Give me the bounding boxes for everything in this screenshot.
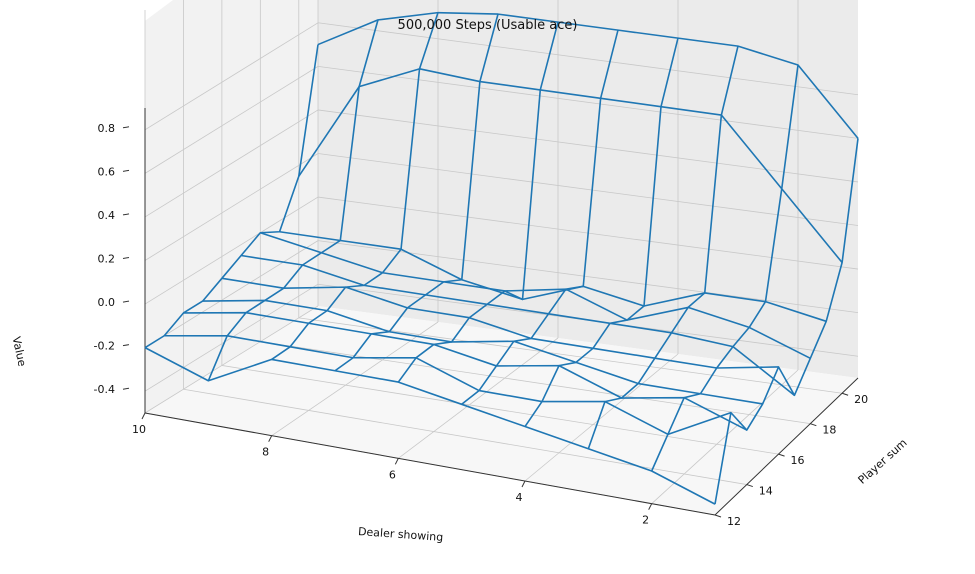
z-tick-mark [122,344,130,347]
y-tick-mark [841,392,849,396]
y-tick-mark [714,514,722,518]
wire-row [164,334,732,436]
grid-line [651,369,799,504]
grid-line [524,353,679,482]
grid-line [221,365,779,455]
x-tick-mark [268,435,273,442]
grid-line [260,341,811,425]
wire-column [524,37,679,427]
z-tick-label: 0.0 [98,296,116,309]
y-tick-label: 12 [727,515,741,528]
x-tick-label: 4 [516,491,523,504]
x-axis-line [144,412,716,516]
y-tick-mark [746,484,753,488]
y-tick-label: 18 [822,424,836,437]
x-tick-mark [648,503,653,510]
z-tick-label: -0.2 [94,340,115,353]
z-tick-mark [122,300,130,303]
grid-line [144,153,319,261]
grid-line [144,109,319,218]
y-tick-mark [810,423,817,427]
y-axis-line [714,377,859,516]
x-tick-label: 6 [389,468,396,481]
wire-row [317,11,859,139]
grid-line [144,305,319,414]
grid-line [144,22,319,131]
wire-column [650,64,799,472]
grid-line [317,22,859,96]
wire-column [334,13,499,372]
x-tick-label: 10 [132,423,146,436]
grid-line [144,66,319,174]
x-tick-mark [141,412,146,420]
axis-lines [144,108,859,516]
wire-column [144,44,319,349]
grid-line [144,283,319,392]
z-tick-mark [122,257,130,259]
tick-labels: 2 4 6 8 10 12 14 16 18 20 -0.4 -0.2 0.0 0.2 0.4 0.6 0.8 [94,122,869,528]
wire-column [714,138,859,505]
z-tick-label: -0.4 [94,383,115,396]
grid-line [144,196,319,305]
y-tick-mark [778,453,785,457]
wire-column [461,29,619,405]
grid-line [317,65,859,139]
z-tick-label: 0.4 [98,209,116,222]
wire-row [144,346,716,505]
x-tick-label: 8 [262,446,269,459]
z-tick-label: 0.6 [98,165,116,178]
wire-column [271,12,439,361]
wire-row [298,68,843,264]
wire-row [260,231,811,360]
grid-line [317,153,859,226]
x-tick-mark [394,458,399,465]
wire-row [240,254,795,396]
wire-column [587,45,739,450]
wire-row [221,277,779,369]
pane-floor [145,306,858,515]
chart-title: 500,000 Steps (Usable ace) [397,18,578,33]
z-tick-label: 0.2 [98,253,116,266]
z-tick-mark [122,213,130,216]
z-tick-label: 0.8 [98,122,116,135]
wire-row [279,230,827,323]
z-tick-mark [122,387,130,390]
wireframe-surface [144,11,859,505]
y-tick-label: 16 [791,454,805,467]
grid-line [144,240,319,348]
wire-column [397,21,559,383]
wire-row [183,311,748,431]
wire-column [207,19,379,382]
x-tick-label: 2 [642,514,649,527]
y-tick-label: 20 [854,393,868,406]
grid-line [317,109,859,183]
y-tick-label: 14 [759,485,773,498]
z-tick-mark [122,126,130,129]
grid-line [398,337,559,459]
z-tick-mark [122,169,130,172]
wire-row [202,299,763,405]
x-tick-mark [521,480,526,488]
